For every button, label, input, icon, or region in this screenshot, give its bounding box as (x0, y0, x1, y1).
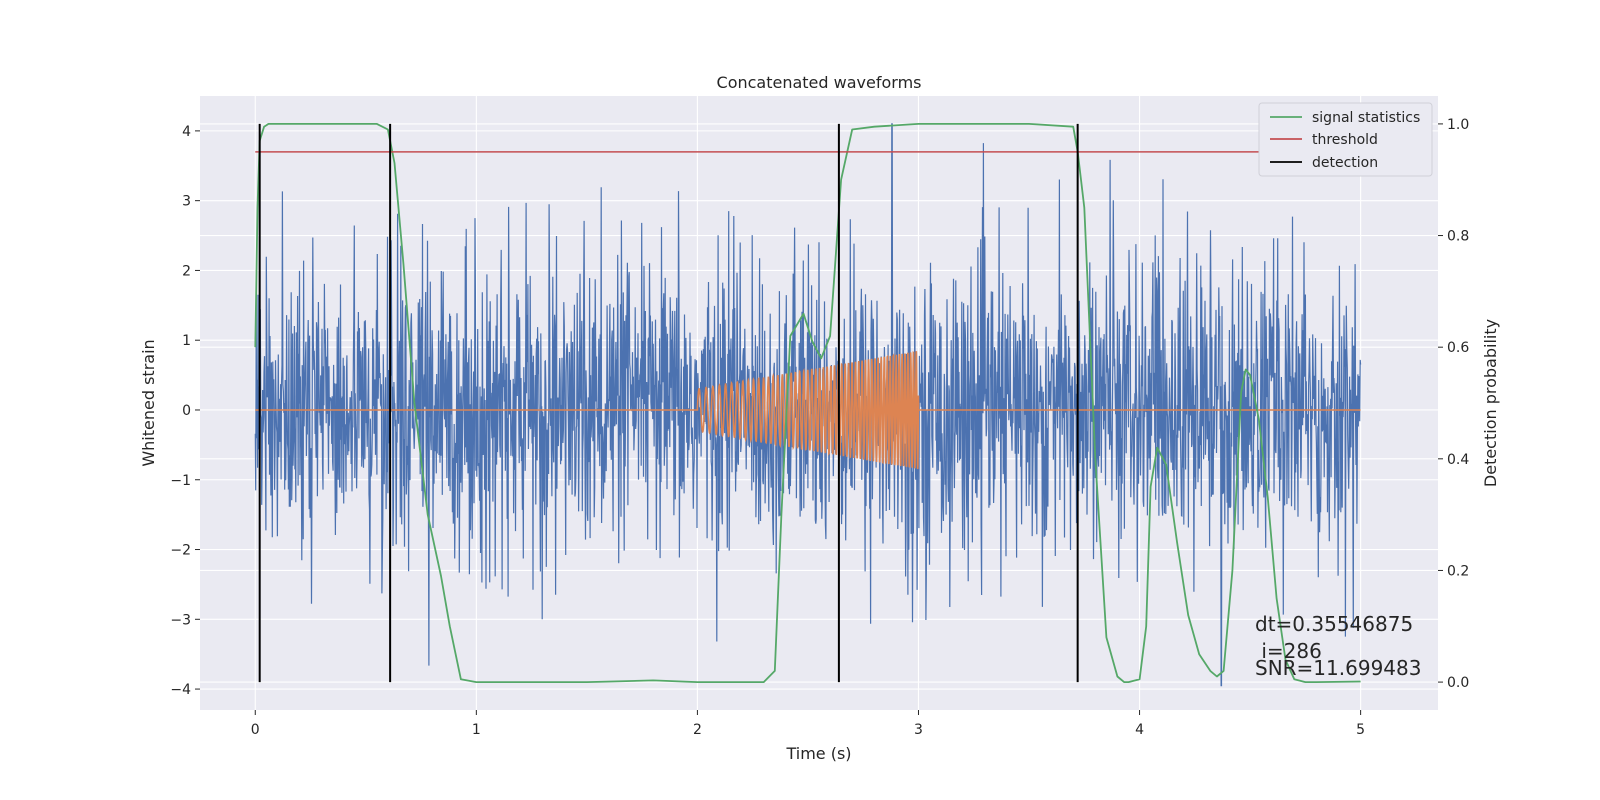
x-tick-label-4: 4 (1135, 722, 1144, 738)
y-tick-label-4: 0 (182, 403, 191, 419)
legend-label-signal-statistics: signal statistics (1312, 110, 1420, 126)
legend: signal statistics threshold detection (1258, 102, 1433, 177)
y-tick-label-8: 4 (182, 124, 191, 140)
template-series (255, 351, 1361, 470)
y2-tick-label-5: 1.0 (1447, 117, 1469, 133)
y-tick-label-7: 3 (182, 194, 191, 210)
x-axis: 0 1 2 3 4 5 (251, 710, 1365, 738)
y2-tick-label-4: 0.8 (1447, 229, 1469, 245)
detection-series (258, 123, 1079, 683)
template-line (255, 351, 1361, 470)
legend-box (1258, 102, 1433, 177)
y-axis-right: 0.0 0.2 0.4 0.6 0.8 1.0 (1438, 117, 1469, 691)
annotation-dt: dt=0.35546875 (1255, 612, 1413, 636)
legend-label-detection: detection (1312, 155, 1378, 171)
y-axis-label: Whitened strain (139, 339, 158, 466)
y2-axis-label: Detection probability (1481, 319, 1500, 487)
x-tick-label-1: 1 (472, 722, 481, 738)
annotation-index: i=286 (1255, 639, 1322, 663)
y-tick-label-0: −4 (170, 682, 191, 698)
y-tick-label-3: −1 (170, 473, 191, 489)
chart-title: Concatenated waveforms (717, 73, 922, 92)
signal-statistics-series (254, 123, 1361, 683)
x-tick-label-3: 3 (914, 722, 923, 738)
signal-statistics-line (254, 123, 1361, 683)
x-tick-label-2: 2 (693, 722, 702, 738)
strain-line (254, 123, 1362, 687)
legend-label-threshold: threshold (1312, 132, 1378, 148)
y2-tick-label-2: 0.4 (1447, 452, 1469, 468)
strain-series (254, 123, 1362, 687)
x-tick-label-0: 0 (251, 722, 260, 738)
annotation-block: dt=0.35546875 i=286 SNR=11.699483 (1255, 612, 1421, 680)
x-axis-label: Time (s) (785, 744, 851, 763)
y-tick-label-2: −2 (170, 543, 191, 559)
y-tick-label-1: −3 (170, 612, 191, 628)
y-tick-label-5: 1 (182, 333, 191, 349)
y-axis-left: −4 −3 −2 −1 0 1 2 3 4 (170, 124, 200, 698)
x-tick-label-5: 5 (1356, 722, 1365, 738)
y2-tick-label-0: 0.0 (1447, 675, 1469, 691)
y-tick-label-6: 2 (182, 263, 191, 279)
y2-tick-label-3: 0.6 (1447, 340, 1469, 356)
y2-tick-label-1: 0.2 (1447, 563, 1469, 579)
annotation-snr: SNR=11.699483 (1255, 656, 1421, 680)
